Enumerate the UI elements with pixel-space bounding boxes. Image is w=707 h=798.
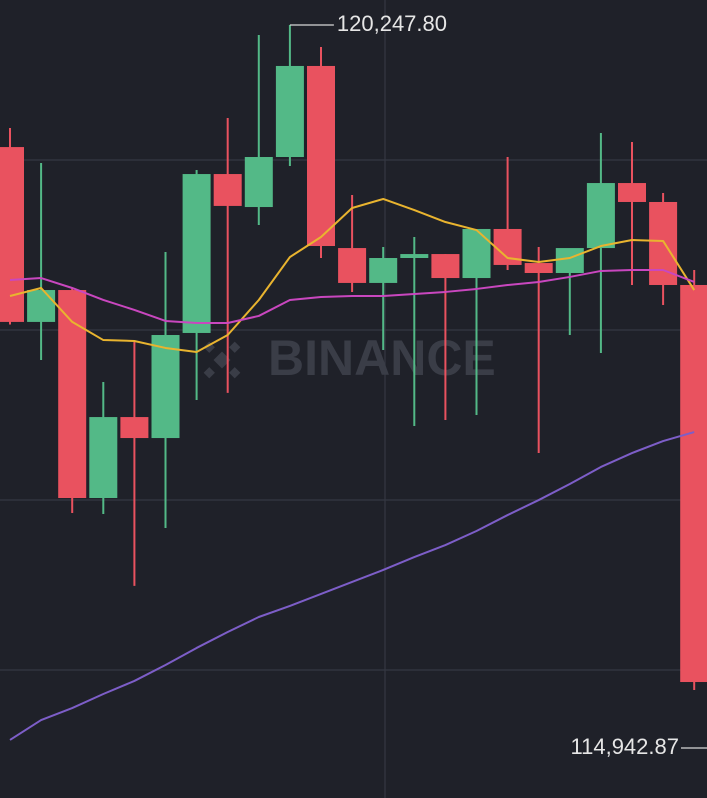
- price-annotation: 114,942.87: [571, 734, 707, 759]
- candle-body: [462, 228, 491, 279]
- candle-body: [58, 290, 87, 499]
- candle-body: [182, 174, 211, 333]
- candle-body: [244, 157, 273, 208]
- candle-body: [89, 417, 118, 499]
- candle-body: [338, 248, 367, 283]
- candle-body: [307, 65, 335, 247]
- moving-average-line: [9, 197, 696, 354]
- candle-body: [151, 335, 180, 439]
- candle-body: [400, 254, 429, 259]
- candle-body: [213, 174, 242, 206]
- plot: 120,247.80 114,942.87: [0, 11, 707, 759]
- candle-body: [120, 417, 149, 439]
- moving-average-line: [9, 268, 695, 325]
- candle-body: [431, 254, 460, 279]
- annotation-label: 114,942.87: [571, 734, 679, 759]
- candle-body: [369, 258, 398, 283]
- candle-body: [524, 263, 553, 273]
- moving-average-line: [9, 431, 695, 741]
- candle-body: [27, 290, 56, 322]
- candle-body: [555, 248, 584, 273]
- candle-body: [275, 65, 304, 158]
- candle-body: [649, 201, 678, 285]
- candle-body: [680, 284, 707, 683]
- candle-body: [586, 183, 615, 249]
- candle-body: [618, 183, 646, 202]
- watermark: BINANCE: [203, 330, 496, 386]
- annotation-label: 120,247.80: [337, 11, 447, 36]
- watermark-text: BINANCE: [268, 330, 496, 386]
- price-annotation: 120,247.80: [289, 11, 447, 36]
